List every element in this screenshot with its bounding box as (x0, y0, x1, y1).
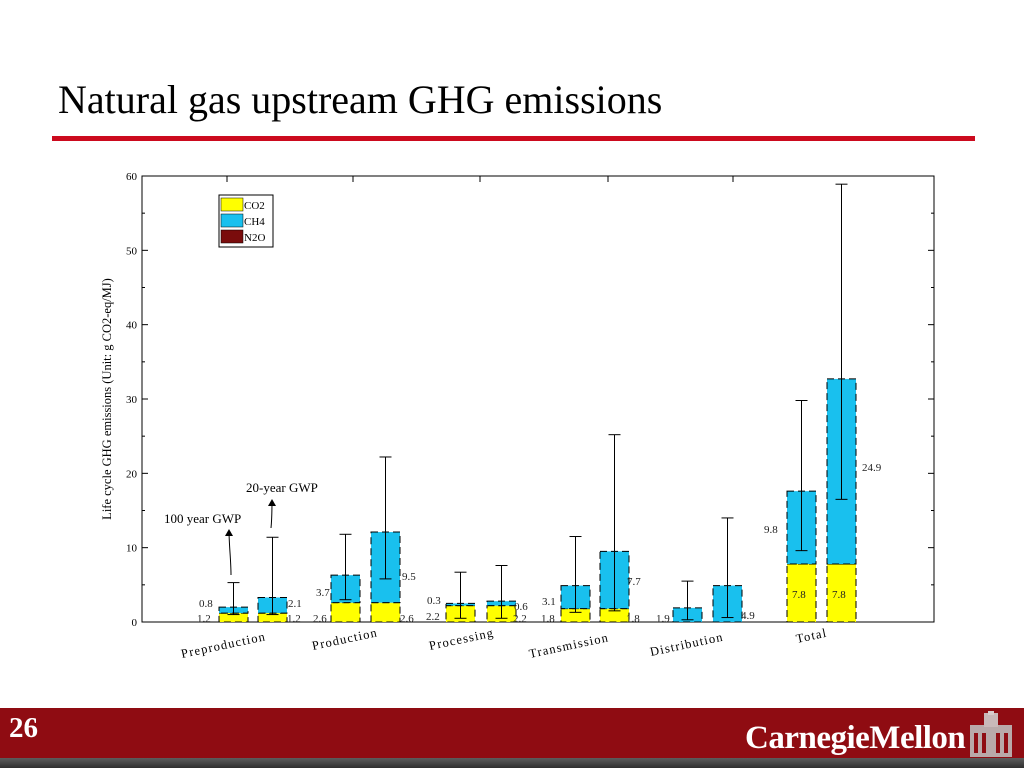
co2-value-label: 2.2 (426, 611, 440, 623)
legend: CO2 CH4 N2O (218, 194, 274, 248)
y-tick-label: 20 (126, 468, 138, 480)
category-label: Total (795, 626, 829, 646)
y-axis-label: Life cycle GHG emissions (Unit: g CO2-eq… (100, 278, 114, 520)
category-label: Distribution (649, 630, 725, 659)
category-label: Production (311, 625, 379, 653)
y-tick-label: 40 (126, 320, 138, 332)
gwp-100-annotation: 100 year GWP (164, 511, 241, 526)
y-tick-label: 60 (126, 171, 138, 183)
co2-value-label: 1.8 (626, 613, 640, 625)
ch4-value-label: 9.5 (402, 571, 416, 583)
ch4-value-label: 0.8 (199, 598, 213, 610)
legend-swatch (220, 213, 244, 228)
co2-bar-segment (786, 563, 817, 623)
slide-number: 26 (9, 712, 38, 744)
gwp-100-arrowhead (225, 529, 233, 536)
ch4-value-label: 2.1 (288, 598, 302, 610)
co2-value-label: 1.2 (287, 613, 301, 625)
legend-swatch (220, 197, 244, 212)
footer-strip (0, 758, 1024, 768)
ch4-value-label: 0.3 (427, 595, 441, 607)
co2-value-label: 7.8 (832, 589, 846, 601)
ch4-value-label: 7.7 (627, 576, 641, 588)
co2-bar-segment (370, 602, 401, 623)
gwp-20-annotation: 20-year GWP (246, 480, 318, 495)
co2-bar-segment (826, 563, 857, 623)
ch4-value-label: 0.6 (514, 601, 528, 613)
ch4-value-label: 9.8 (764, 524, 778, 536)
co2-bar-segment (330, 602, 361, 623)
legend-swatch (220, 229, 244, 244)
slide-title: Natural gas upstream GHG emissions (58, 77, 663, 122)
y-tick-label: 0 (132, 617, 138, 629)
co2-value-label: 2.6 (400, 613, 414, 625)
category-label: Preproduction (180, 629, 267, 661)
co2-value-label: 2.2 (513, 613, 527, 625)
brand-logo: CarnegieMellon (745, 720, 966, 756)
axes: 0 10 20 30 40 50 60 Life cycle GHG emissions (U… (100, 171, 935, 629)
legend-label: CO2 (244, 200, 265, 212)
annotations: 100 year GWP 20-year GWP (164, 480, 318, 576)
legend-label: N2O (244, 232, 265, 244)
emissions-chart: 0 10 20 30 40 50 60 Life cycle GHG emissions (U… (100, 171, 935, 661)
y-tick-label: 50 (126, 245, 138, 257)
ch4-value-label: 1.9 (656, 613, 670, 625)
building-icon (970, 711, 1012, 757)
gwp-20-arrowhead (268, 499, 276, 506)
ch4-value-label: 3.1 (542, 596, 556, 608)
category-label: Transmission (528, 630, 610, 661)
co2-value-label: 1.8 (541, 613, 555, 625)
category-label: Processing (428, 625, 496, 652)
ch4-value-label: 3.7 (316, 587, 330, 599)
ch4-value-label: 24.9 (862, 462, 882, 474)
y-tick-label: 30 (126, 394, 138, 406)
co2-value-label: 2.6 (313, 613, 327, 625)
gwp-100-arrow (228, 529, 232, 576)
title-rule (52, 136, 975, 141)
co2-value-label: 1.2 (197, 613, 211, 625)
legend-label: CH4 (244, 216, 265, 228)
co2-value-label: 7.8 (792, 589, 806, 601)
y-tick-label: 10 (126, 543, 138, 555)
bars (218, 183, 857, 623)
footer-bar (0, 708, 1024, 760)
ch4-value-label: 4.9 (741, 610, 755, 622)
